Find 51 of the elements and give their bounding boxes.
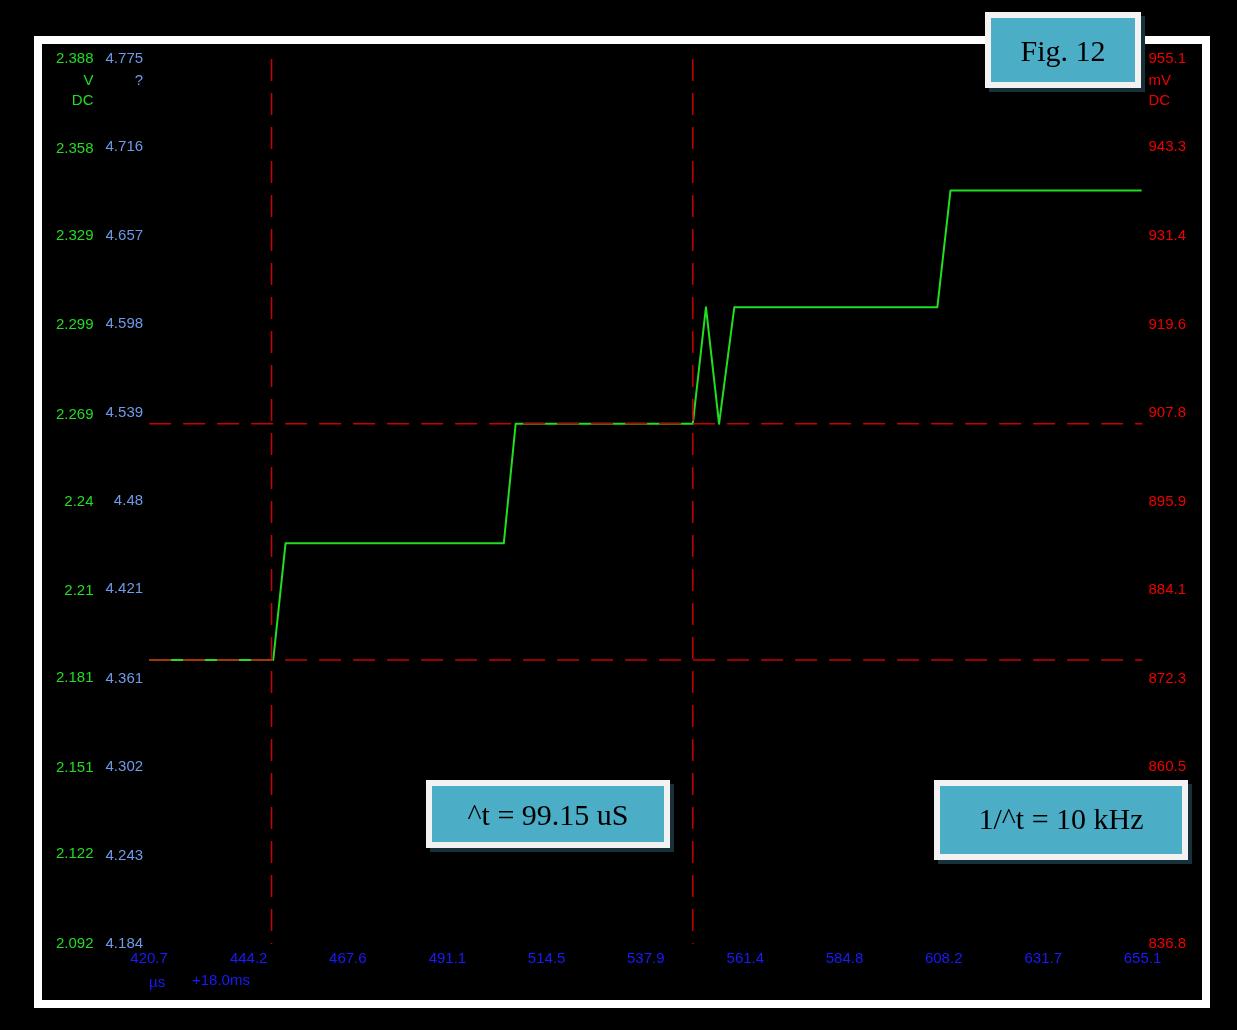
x-tick-label: 608.2 <box>924 949 963 967</box>
y-tick-label: 2.329 <box>55 225 94 243</box>
y-tick-label: 2.358 <box>55 138 94 156</box>
y3-tick-label: 4.48 <box>113 490 144 508</box>
y3-axis-title: ? <box>134 71 144 88</box>
x-tick-label: 561.4 <box>726 949 765 967</box>
y2-tick-label: 836.8 <box>1148 934 1187 952</box>
x-tick-label: 420.7 <box>130 949 168 967</box>
y-tick-label: 2.21 <box>64 581 94 599</box>
y3-tick-label: 4.539 <box>105 402 144 420</box>
y2-tick-label: 907.8 <box>1148 402 1187 420</box>
text: +18.0ms <box>192 971 250 988</box>
y3-tick-label: 4.184 <box>105 934 144 952</box>
annotation: 1/^t = 10 kHz <box>934 780 1188 860</box>
x-tick-label: 467.6 <box>329 949 367 967</box>
y2-tick-label: 872.3 <box>1148 668 1187 686</box>
y3-tick-label: 4.421 <box>105 579 144 597</box>
x-tick-label: 444.2 <box>229 949 268 967</box>
y-tick-label: 2.299 <box>55 315 94 333</box>
y2-tick-label: 860.5 <box>1148 756 1187 774</box>
y3-tick-label: 4.361 <box>105 669 144 687</box>
y-tick-label: 2.092 <box>55 934 94 952</box>
y2-axis-title: mV DC <box>1148 71 1171 108</box>
y-axis-title: V DC <box>71 71 94 108</box>
y3-tick-label: 4.657 <box>105 225 144 243</box>
x-tick-label: 514.5 <box>527 949 566 967</box>
y3-tick-label: 4.302 <box>105 757 144 775</box>
chart-title: Fig. 12 <box>985 12 1141 88</box>
annotation: ^t = 99.15 uS <box>426 780 670 848</box>
x-tick-label: 584.8 <box>825 949 864 967</box>
y3-tick-label: 4.598 <box>105 314 144 332</box>
y2-tick-label: 884.1 <box>1148 580 1187 598</box>
y2-tick-label: 931.4 <box>1148 226 1187 244</box>
y2-tick-label: 895.9 <box>1148 492 1187 510</box>
y2-tick-label: 943.3 <box>1148 137 1187 155</box>
x-tick-label: 537.9 <box>626 949 665 967</box>
y-tick-label: 2.151 <box>55 757 94 775</box>
x-axis-title: µs <box>149 973 166 991</box>
y3-tick-label: 4.775 <box>105 49 144 67</box>
x-tick-label: 491.1 <box>428 949 467 967</box>
y-tick-label: 2.181 <box>55 668 94 686</box>
y3-tick-label: 4.716 <box>105 137 144 155</box>
x-tick-label: 631.7 <box>1024 949 1063 967</box>
y-tick-label: 2.269 <box>55 404 94 422</box>
y2-tick-label: 919.6 <box>1148 314 1187 332</box>
y3-tick-label: 4.243 <box>105 845 144 863</box>
y2-tick-label: 955.1 <box>1148 49 1187 67</box>
y-tick-label: 2.122 <box>55 844 94 862</box>
x-tick-label: 655.1 <box>1123 949 1162 967</box>
y-tick-label: 2.388 <box>55 49 94 67</box>
y-tick-label: 2.24 <box>64 491 94 509</box>
